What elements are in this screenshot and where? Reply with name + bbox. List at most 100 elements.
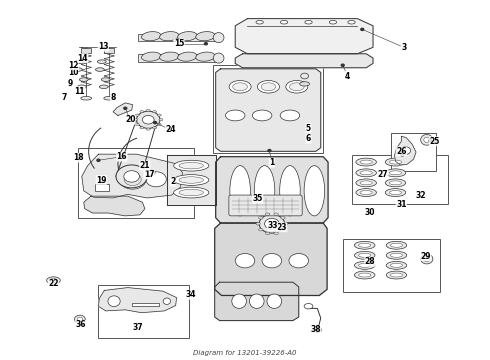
Circle shape xyxy=(268,149,271,152)
Text: 18: 18 xyxy=(74,153,84,162)
Ellipse shape xyxy=(140,127,144,129)
Ellipse shape xyxy=(266,213,270,215)
Ellipse shape xyxy=(386,261,407,269)
Ellipse shape xyxy=(225,110,245,121)
Ellipse shape xyxy=(196,32,215,41)
Ellipse shape xyxy=(424,137,430,143)
Text: 11: 11 xyxy=(74,86,85,95)
Ellipse shape xyxy=(81,96,92,100)
Ellipse shape xyxy=(173,187,209,198)
Ellipse shape xyxy=(256,21,263,24)
Polygon shape xyxy=(235,54,373,68)
Circle shape xyxy=(97,159,100,161)
Ellipse shape xyxy=(96,68,104,71)
Text: 36: 36 xyxy=(75,320,86,329)
Ellipse shape xyxy=(147,109,150,112)
Ellipse shape xyxy=(178,52,197,61)
Ellipse shape xyxy=(252,110,272,121)
Text: 2: 2 xyxy=(170,177,175,186)
Ellipse shape xyxy=(137,111,160,129)
Ellipse shape xyxy=(280,166,300,216)
Ellipse shape xyxy=(135,114,139,116)
Ellipse shape xyxy=(196,52,215,61)
Bar xyxy=(138,54,216,62)
Polygon shape xyxy=(394,136,416,165)
Ellipse shape xyxy=(179,177,203,183)
Ellipse shape xyxy=(313,327,322,333)
Ellipse shape xyxy=(135,123,139,126)
Ellipse shape xyxy=(281,228,285,231)
Ellipse shape xyxy=(265,219,279,229)
Ellipse shape xyxy=(356,179,376,187)
Ellipse shape xyxy=(79,78,88,81)
Ellipse shape xyxy=(356,158,376,166)
Polygon shape xyxy=(98,288,176,313)
Ellipse shape xyxy=(385,169,406,177)
Ellipse shape xyxy=(262,253,282,268)
Ellipse shape xyxy=(146,172,166,187)
Text: 26: 26 xyxy=(396,147,407,156)
Ellipse shape xyxy=(354,261,375,269)
Text: 12: 12 xyxy=(68,61,78,70)
Text: 14: 14 xyxy=(77,54,88,63)
Ellipse shape xyxy=(124,173,141,185)
Ellipse shape xyxy=(254,166,275,216)
Ellipse shape xyxy=(160,52,179,61)
Ellipse shape xyxy=(143,116,154,124)
Text: 32: 32 xyxy=(416,191,426,200)
Bar xyxy=(95,184,109,191)
Polygon shape xyxy=(235,19,373,54)
Ellipse shape xyxy=(386,271,407,279)
Ellipse shape xyxy=(178,32,197,41)
Ellipse shape xyxy=(274,213,278,215)
Ellipse shape xyxy=(232,294,246,309)
Ellipse shape xyxy=(390,171,402,175)
Ellipse shape xyxy=(359,273,371,277)
Ellipse shape xyxy=(420,134,433,145)
Text: 23: 23 xyxy=(276,223,287,232)
Text: 29: 29 xyxy=(420,252,431,261)
Ellipse shape xyxy=(386,251,407,259)
Ellipse shape xyxy=(98,60,106,63)
Ellipse shape xyxy=(101,78,110,81)
Ellipse shape xyxy=(305,21,312,24)
Text: 13: 13 xyxy=(98,42,109,51)
Ellipse shape xyxy=(233,83,247,91)
Ellipse shape xyxy=(142,32,161,41)
Ellipse shape xyxy=(77,317,82,321)
Bar xyxy=(98,285,189,338)
Text: 8: 8 xyxy=(110,93,116,102)
Ellipse shape xyxy=(259,228,263,231)
Ellipse shape xyxy=(119,170,146,189)
Ellipse shape xyxy=(229,81,251,93)
Ellipse shape xyxy=(385,189,406,197)
Ellipse shape xyxy=(147,128,150,130)
Ellipse shape xyxy=(249,294,264,309)
Ellipse shape xyxy=(160,32,179,41)
Ellipse shape xyxy=(356,169,376,177)
Ellipse shape xyxy=(256,222,260,225)
Ellipse shape xyxy=(74,68,82,71)
Text: 10: 10 xyxy=(68,68,78,77)
Ellipse shape xyxy=(74,315,85,323)
Circle shape xyxy=(361,28,364,31)
Ellipse shape xyxy=(283,222,288,225)
Circle shape xyxy=(204,42,207,45)
Text: 15: 15 xyxy=(174,39,184,48)
Ellipse shape xyxy=(356,189,376,197)
Ellipse shape xyxy=(235,253,255,268)
Ellipse shape xyxy=(50,279,57,282)
Ellipse shape xyxy=(360,190,372,194)
Text: 1: 1 xyxy=(269,158,274,167)
Bar xyxy=(213,65,323,153)
Ellipse shape xyxy=(281,217,285,219)
Circle shape xyxy=(401,154,404,156)
Text: 31: 31 xyxy=(396,200,407,209)
Bar xyxy=(78,148,194,218)
Ellipse shape xyxy=(390,190,402,194)
Ellipse shape xyxy=(289,253,309,268)
Ellipse shape xyxy=(261,83,276,91)
Text: 6: 6 xyxy=(306,134,311,143)
Ellipse shape xyxy=(153,127,157,129)
Bar xyxy=(104,48,114,53)
